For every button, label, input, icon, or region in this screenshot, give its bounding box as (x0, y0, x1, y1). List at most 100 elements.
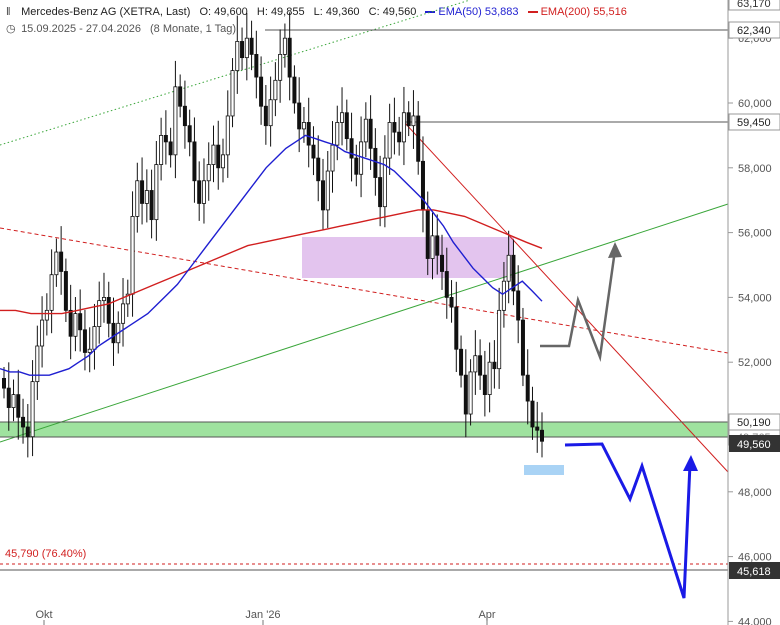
candle-body (320, 180, 325, 211)
candle-body (530, 400, 535, 428)
candle-body (187, 125, 192, 143)
y-tick-label: 60,000 (738, 98, 772, 110)
candle-body (459, 348, 464, 376)
y-tick-label: 48,000 (738, 487, 772, 499)
candle-body (197, 180, 202, 204)
candle-body (21, 416, 26, 428)
candle-body (473, 355, 478, 373)
candle-body (82, 329, 87, 353)
red-trendline (403, 121, 729, 473)
candle-body (325, 170, 330, 211)
candle-body (440, 254, 445, 272)
candle-body (263, 105, 268, 127)
x-tick-label: Apr (478, 609, 495, 621)
candle-body (511, 254, 516, 292)
candle-body (168, 141, 173, 156)
candle-body (273, 79, 278, 101)
open-value: 49,600 (214, 6, 248, 18)
candle-body (221, 154, 226, 169)
y-tick-label: 54,000 (738, 292, 772, 304)
candle-body (249, 37, 254, 55)
high-value: 49,855 (270, 6, 305, 18)
candle-body (373, 147, 378, 178)
candle-body (201, 180, 206, 204)
candle-body (59, 251, 64, 272)
candle-body (311, 144, 316, 159)
candle-body (292, 76, 297, 104)
candle-body (11, 394, 16, 408)
candle-body (244, 37, 249, 59)
candle-body (230, 70, 235, 117)
candle-body (235, 41, 240, 71)
candle-body (497, 309, 502, 370)
candle-body (173, 86, 178, 156)
candle-body (125, 293, 130, 305)
badge-45618-text: 45,618 (737, 566, 771, 578)
candle-body (6, 387, 11, 408)
low-value: 49,360 (325, 6, 360, 18)
chart-header-line2: ◷ 15.09.2025 - 27.04.2026 (8 Monate, 1 T… (6, 22, 236, 35)
candle-body (540, 429, 545, 442)
candle-body (144, 190, 149, 204)
candle-body (87, 348, 92, 353)
candle-body (159, 134, 164, 165)
candle-body (359, 141, 364, 175)
pink-zone (302, 237, 514, 278)
ema50-label: EMA(50) (438, 6, 482, 18)
candle-body (287, 37, 292, 78)
candle-body (340, 112, 345, 123)
candle-body (216, 144, 221, 169)
candle-body (297, 102, 302, 130)
candle-body (182, 105, 187, 127)
candle-body (30, 381, 35, 438)
candle-body (435, 235, 440, 256)
candle-body (206, 164, 211, 182)
badge-top-cut-text: 63,170 (737, 0, 771, 10)
candle-body (192, 141, 197, 182)
candle-body (468, 371, 473, 415)
level-badges: 63,170 62,340 59,450 49,765 50,190 49,56… (728, 0, 780, 579)
ema200-legend-swatch (527, 11, 538, 14)
candle-body (535, 426, 540, 431)
y-tick-label: 44,000 (738, 616, 772, 625)
candle-body (516, 290, 521, 321)
candle-body (111, 322, 116, 344)
y-tick-label: 46,000 (738, 552, 772, 564)
high-label: H: (256, 6, 268, 18)
candlesticks (2, 12, 545, 458)
gray-arrowhead (608, 242, 622, 258)
candle-body (282, 37, 287, 55)
candle-body (149, 190, 154, 221)
candle-body (411, 115, 416, 127)
candle-body (397, 131, 402, 143)
candle-body (335, 122, 340, 146)
candle-body (78, 313, 83, 331)
candle-body (63, 271, 68, 311)
candle-body (225, 115, 230, 156)
badge-59450-text: 59,450 (737, 117, 771, 129)
candle-body (378, 177, 383, 208)
target-box (524, 465, 564, 475)
candle-body (444, 271, 449, 298)
candle-body (154, 164, 159, 221)
candle-body (478, 355, 483, 376)
candle-body (420, 160, 425, 211)
ema50-value: 53,883 (484, 6, 519, 18)
chart-header-line1: ‖ Mercedes-Benz AG (XETRA, Last) O: 49,6… (6, 6, 627, 18)
close-label: C: (368, 6, 380, 18)
candle-body (259, 76, 264, 107)
candle-body (382, 157, 387, 208)
candle-body (2, 377, 7, 389)
candle-body (463, 374, 468, 415)
badge-current-text: 49,560 (737, 439, 771, 451)
candle-body (268, 99, 273, 127)
candle-body (344, 112, 349, 140)
badge-62340 (728, 21, 780, 39)
candle-body (211, 144, 216, 165)
candle-body (392, 122, 397, 133)
candle-body (44, 309, 49, 321)
candlestick-icon: ‖ (6, 6, 11, 18)
badge-59450 (728, 113, 780, 131)
candle-body (387, 122, 392, 159)
